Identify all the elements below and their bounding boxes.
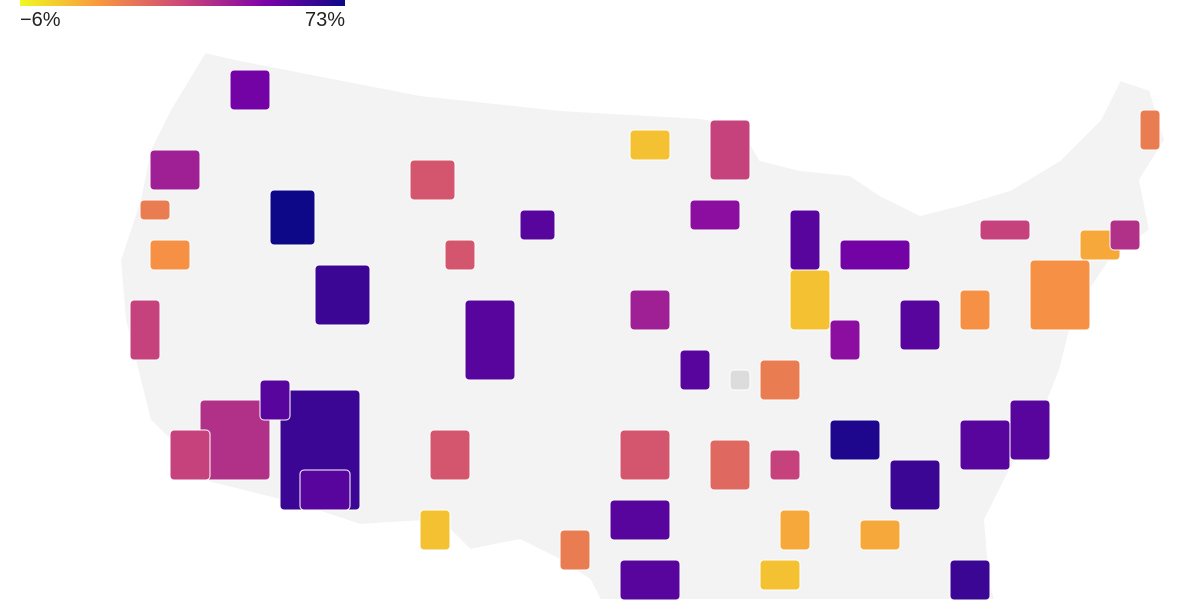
region [629, 129, 671, 161]
legend-bar [20, 0, 345, 6]
region [139, 199, 171, 221]
region [949, 559, 991, 600]
region [519, 209, 556, 241]
region [679, 349, 711, 391]
region [444, 239, 476, 271]
region [829, 319, 861, 361]
region [959, 419, 1011, 471]
region [779, 509, 811, 551]
region [709, 119, 751, 181]
region [759, 359, 801, 401]
region [149, 239, 191, 271]
region [959, 289, 991, 331]
region [1139, 109, 1161, 151]
region [169, 429, 211, 481]
region [129, 299, 161, 361]
region [559, 529, 591, 571]
region [269, 189, 316, 246]
region [419, 509, 451, 551]
region [299, 469, 351, 511]
region [709, 439, 751, 491]
region [859, 519, 901, 551]
region [729, 369, 751, 391]
region [464, 299, 516, 381]
region [619, 559, 681, 600]
region [759, 559, 801, 591]
region [839, 239, 911, 271]
region [149, 149, 201, 191]
region [829, 419, 881, 461]
region [689, 199, 741, 231]
region [979, 219, 1031, 241]
region [314, 264, 371, 326]
region [889, 459, 941, 511]
region [619, 429, 671, 481]
region [769, 449, 801, 481]
region [1029, 259, 1091, 331]
region [789, 209, 821, 271]
region [609, 499, 671, 541]
region [629, 289, 671, 331]
region [1109, 219, 1141, 251]
legend-min-label: −6% [20, 9, 61, 31]
region [229, 69, 271, 111]
region [429, 429, 471, 481]
region [899, 299, 941, 351]
region [789, 269, 831, 331]
region [409, 159, 456, 201]
region [1009, 399, 1051, 461]
region [259, 379, 291, 421]
legend-max-label: 73% [305, 9, 345, 31]
